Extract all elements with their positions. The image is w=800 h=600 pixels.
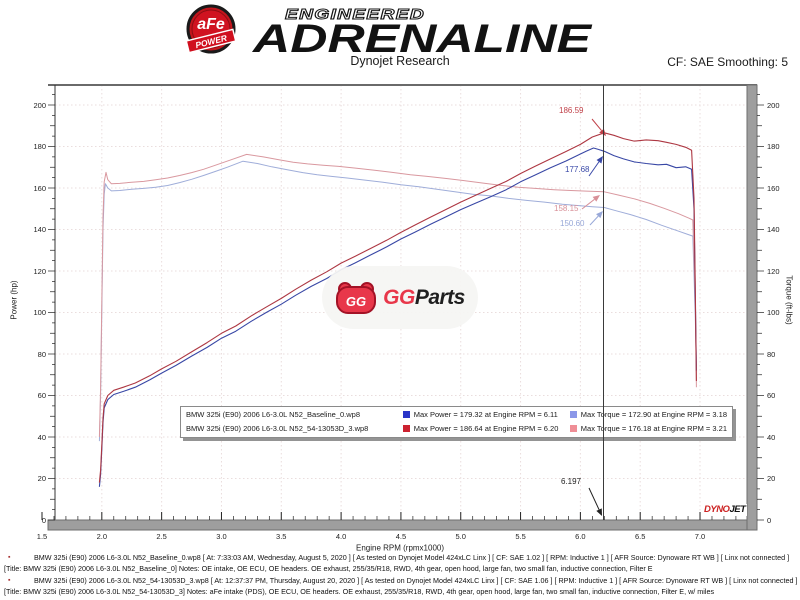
torque-swatch-icon (569, 410, 577, 418)
afe-power-badge-icon: aFe POWER (185, 4, 237, 54)
x-axis-bar (47, 519, 758, 531)
run-bullet-icon: ▪ (8, 554, 11, 561)
max-power-value: Max Power = 179.32 at Engine RPM = 6.11 (413, 409, 558, 419)
series-torque-baseline (98, 160, 697, 442)
run-name: BMW 325i (E90) 2006 L6-3.0L N52_54-13053… (186, 423, 369, 433)
afe-badge-text: aFe (197, 16, 225, 33)
run-details-modified: ▪ BMW 325i (E90) 2006 L6-3.0L N52_54-130… (4, 576, 798, 597)
legend-row-baseline: BMW 325i (E90) 2006 L6-3.0L N52_Baseline… (181, 407, 732, 421)
ggparts-watermark: GG GGParts (322, 266, 478, 329)
torque-swatch-icon (569, 424, 577, 432)
run-details-text: BMW 325i (E90) 2006 L6-3.0L N52_54-13053… (4, 576, 798, 596)
run-legend: BMW 325i (E90) 2006 L6-3.0L N52_Baseline… (180, 406, 733, 438)
run-details-text: BMW 325i (E90) 2006 L6-3.0L N52_Baseline… (4, 553, 790, 573)
ggparts-gg-text: GG (383, 285, 415, 309)
ggparts-parts-text: Parts (414, 285, 466, 309)
max-torque-value: Max Torque = 176.18 at Engine RPM = 3.21 (580, 423, 727, 433)
legend-row-modified: BMW 325i (E90) 2006 L6-3.0L N52_54-13053… (181, 421, 732, 435)
dynojet-dyno-text: DYNO (704, 504, 730, 515)
y-axis-label-power: Power (hp) (9, 280, 19, 320)
series-torque-mod (98, 153, 697, 438)
ggparts-wordmark: GGParts (383, 286, 465, 310)
max-power-value: Max Power = 186.64 at Engine RPM = 6.20 (413, 423, 559, 433)
x-axis-label-rpm: Engine RPM (rpmx1000) (355, 543, 445, 553)
afe-adrenaline-logo: aFe POWER ENGINEERED ADRENALINE (185, 4, 593, 56)
y-axis-bar (746, 84, 758, 531)
run-details-footer: ▪ BMW 325i (E90) 2006 L6-3.0L N52_Baseli… (4, 553, 798, 599)
smoothing-setting: CF: SAE Smoothing: 5 (667, 55, 788, 69)
dynojet-logo: DYNOJET (702, 504, 748, 516)
y-axis-label-torque: Torque (ft-lbs) (784, 275, 794, 325)
max-torque-value: Max Torque = 172.90 at Engine RPM = 3.18 (580, 409, 727, 419)
adrenaline-wordmark: ADRENALINE (252, 17, 593, 56)
dynojet-jet-text: JET (729, 504, 746, 515)
power-swatch-icon (402, 410, 410, 418)
ggparts-mascot-icon: GG (336, 281, 377, 314)
run-bullet-icon: ▪ (8, 577, 11, 584)
series-power-baseline (98, 147, 697, 487)
series-power-mod (98, 132, 697, 483)
page-title: Dynojet Research (350, 54, 450, 68)
run-details-baseline: ▪ BMW 325i (E90) 2006 L6-3.0L N52_Baseli… (4, 553, 798, 574)
svg-text:GG: GG (346, 294, 366, 309)
engineered-wordmark: ENGINEERED (285, 6, 425, 23)
power-swatch-icon (402, 424, 410, 432)
rpm-cursor-line[interactable] (603, 85, 605, 520)
run-name: BMW 325i (E90) 2006 L6-3.0L N52_Baseline… (186, 409, 360, 419)
